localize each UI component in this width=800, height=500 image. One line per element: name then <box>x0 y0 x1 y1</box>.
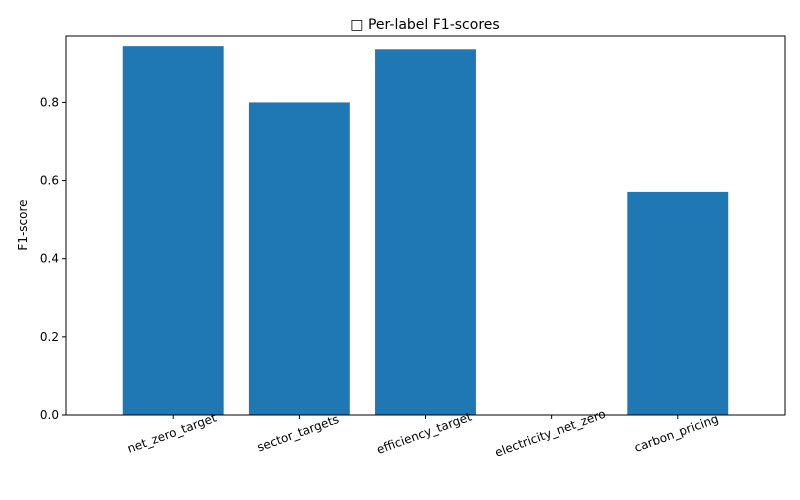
y-axis-label: F1-score <box>16 199 30 250</box>
bar-net_zero_target <box>122 46 224 415</box>
bar-carbon_pricing <box>627 191 729 415</box>
y-tick-label: 0.4 <box>40 252 59 266</box>
bars-group <box>122 46 729 416</box>
bar-sector_targets <box>248 102 350 416</box>
chart-title: □ Per-label F1-scores <box>350 17 499 33</box>
y-tick-label: 0.6 <box>40 174 59 188</box>
y-tick-label: 0.2 <box>40 330 59 344</box>
y-tick-label: 0.0 <box>40 408 59 422</box>
y-tick-label: 0.8 <box>40 95 59 109</box>
y-axis: 0.0 0.2 0.4 0.6 0.8 <box>40 95 66 422</box>
bar-efficiency_target <box>375 49 476 415</box>
plot-frame <box>65 35 786 416</box>
